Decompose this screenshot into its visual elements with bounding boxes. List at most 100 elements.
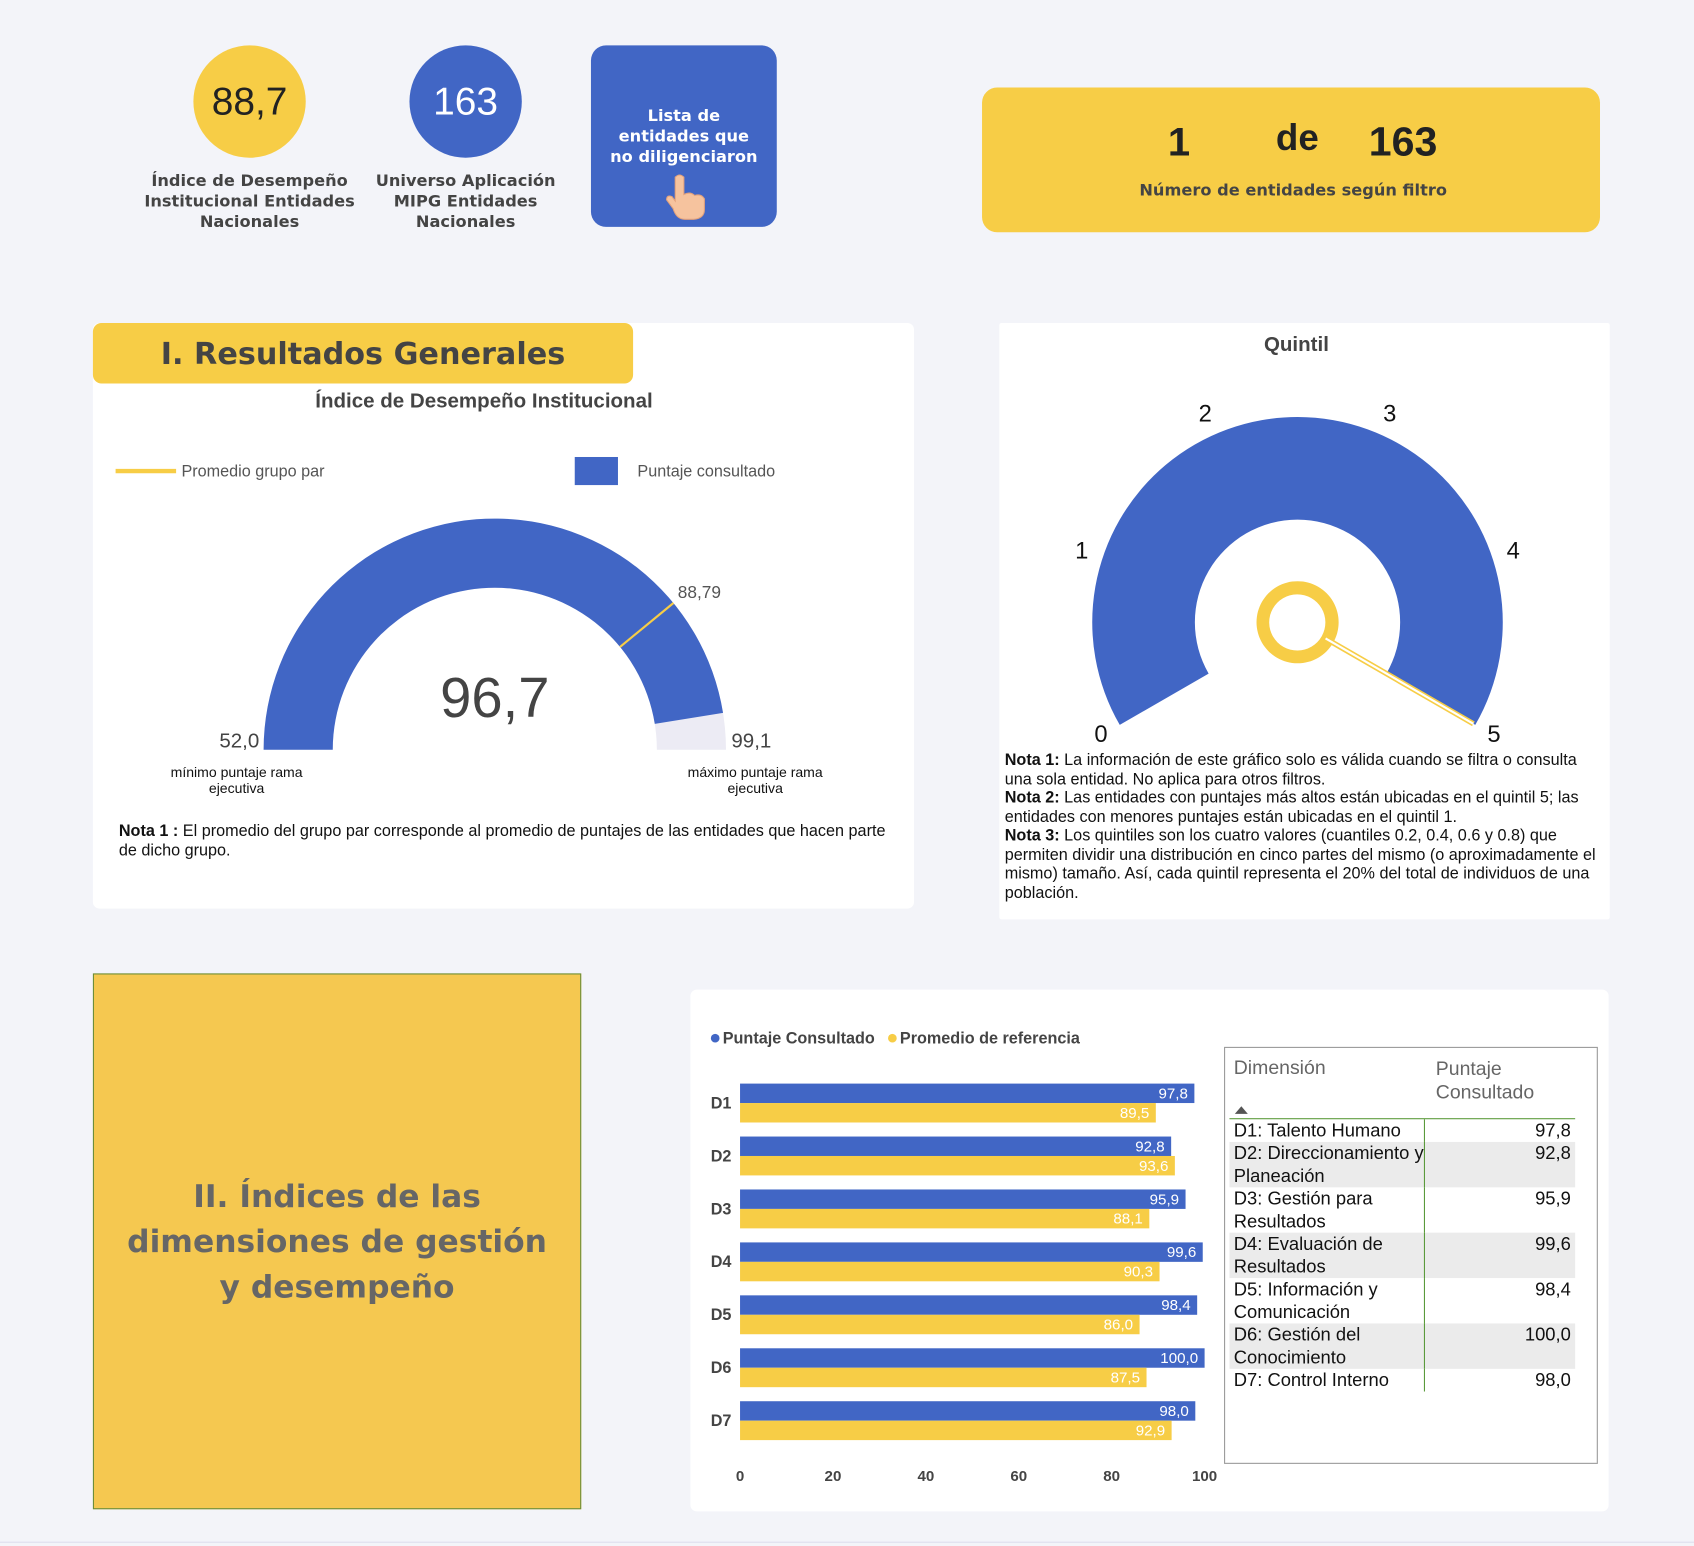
button-label: Lista de entidades que no diligenciaron	[610, 105, 758, 167]
legend-label: Puntaje consultado	[637, 462, 775, 480]
kpi-label: Índice de Desempeño Institucional Entida…	[144, 170, 355, 232]
x-tick-label: 40	[917, 1468, 934, 1485]
quintil-notes: Nota 1: La información de este gráfico s…	[1005, 751, 1606, 902]
bar	[740, 1083, 1195, 1104]
bar-value-label: 92,9	[1136, 1422, 1165, 1439]
bar	[740, 1348, 1205, 1368]
bar	[740, 1136, 1172, 1156]
kpi-circle: 163	[409, 45, 522, 158]
table-cell: D1: Talento Humano	[1229, 1119, 1425, 1142]
bar	[740, 1208, 1150, 1229]
kpi-value: 88,7	[211, 78, 288, 124]
bar	[740, 1367, 1147, 1388]
y-tick-label: D6	[711, 1359, 732, 1377]
bar-value-label: 98,0	[1159, 1403, 1188, 1420]
y-tick-label: D2	[711, 1147, 732, 1165]
legend-dot	[710, 1033, 720, 1043]
note-text: El promedio del grupo par corresponde al…	[118, 822, 886, 860]
y-tick-label: D3	[711, 1200, 732, 1218]
x-tick-label: 100	[1192, 1468, 1217, 1485]
quintil-tick-label: 4	[1507, 537, 1520, 564]
table-body: D1: Talento Humano 97,8 D2: Direccionamien…	[1229, 1118, 1576, 1392]
bar	[740, 1261, 1160, 1282]
table-cell: 98,4	[1535, 1279, 1571, 1300]
section-title: I. Resultados Generales	[92, 323, 634, 384]
gauge-max-label: 99,1	[731, 730, 771, 753]
y-tick-label: D4	[711, 1253, 732, 1271]
quintil-tick-label: 2	[1199, 400, 1212, 427]
bar-value-label: 93,6	[1139, 1158, 1168, 1175]
max-caption: máximo puntaje rama ejecutiva	[687, 763, 823, 797]
x-tick-label: 80	[1103, 1468, 1120, 1485]
quintil-tick-label: 5	[1487, 721, 1500, 748]
counter-label: Número de entidades según filtro	[1139, 180, 1447, 200]
kpi-circle: 88,7	[193, 45, 306, 158]
note-label: Nota 1 :	[118, 822, 179, 841]
note: Nota 2: Las entidades con puntajes más a…	[1005, 789, 1606, 827]
bar-value-label: 88,1	[1113, 1211, 1142, 1228]
bar-value-label: 86,0	[1104, 1317, 1133, 1334]
quintil-tick-label: 0	[1094, 721, 1107, 748]
note: Nota 3: Los quintiles son los cuatro val…	[1005, 826, 1606, 902]
counter-separator: de	[1275, 117, 1319, 159]
section-title: II. Índices de las dimensiones de gestió…	[127, 1177, 547, 1306]
table-row: D3: Gestión para Resultados 95,9	[1229, 1187, 1575, 1233]
table-cell: 99,6	[1535, 1233, 1571, 1255]
bar-value-label: 87,5	[1111, 1370, 1140, 1387]
note-label: Nota 1:	[1004, 750, 1060, 770]
results-card	[92, 323, 914, 909]
table-row: D7: Control Interno 98,0	[1229, 1368, 1575, 1392]
bar-value-label: 99,6	[1167, 1244, 1196, 1261]
gauge-title: Índice de Desempeño Institucional	[315, 389, 652, 412]
bar-value-label: 90,3	[1124, 1264, 1153, 1281]
needle-core	[1325, 637, 1474, 725]
table-cell: 98,0	[1535, 1369, 1571, 1391]
table-cell: D4: Evaluación de Resultados	[1229, 1232, 1425, 1279]
list-button[interactable]: Lista de entidades que no diligenciaron	[590, 45, 777, 227]
sort-arrow[interactable]	[1234, 1106, 1248, 1114]
quintil-title: Quintil	[1264, 333, 1329, 356]
needle-hub	[1256, 581, 1339, 664]
legend-label: Promedio de referencia	[900, 1030, 1081, 1048]
table-cell: D7: Control Interno	[1229, 1368, 1425, 1392]
x-tick-label: 0	[736, 1468, 744, 1485]
bar	[740, 1420, 1172, 1441]
gauge-min-label: 52,0	[219, 730, 259, 753]
counter-total: 163	[1368, 119, 1438, 166]
legend-swatch	[574, 456, 618, 486]
table-cell: 92,8	[1535, 1143, 1571, 1164]
table-cell: D2: Direccionamiento y Planeación	[1229, 1141, 1425, 1188]
legend-label: Puntaje Consultado	[723, 1030, 875, 1048]
table-row: D2: Direccionamiento y Planeación 92,8	[1229, 1141, 1576, 1188]
legend-label: Promedio grupo par	[181, 462, 325, 480]
note-text: Las entidades con puntajes más altos est…	[1004, 788, 1579, 826]
y-tick-label: D1	[711, 1094, 732, 1112]
table-row: D1: Talento Humano 97,8	[1229, 1119, 1575, 1142]
y-tick-label: D7	[711, 1412, 732, 1430]
note-text: La información de este gráfico solo es v…	[1004, 750, 1577, 789]
gauge-value-label: 96,7	[440, 666, 549, 729]
bar	[740, 1242, 1203, 1262]
bar-value-label: 89,5	[1120, 1105, 1149, 1122]
x-tick-label: 20	[825, 1468, 842, 1485]
bar-value-label: 95,9	[1150, 1191, 1179, 1208]
table-cell: D6: Gestión del Conocimiento	[1229, 1323, 1425, 1369]
reference-line	[619, 602, 675, 648]
min-caption: mínimo puntaje rama ejecutiva	[170, 763, 303, 797]
counter-card: 1 de 163 Número de entidades según filtr…	[982, 87, 1601, 233]
quintil-tick-label: 3	[1383, 400, 1396, 427]
table-cell: 97,8	[1535, 1120, 1571, 1141]
kpi-value: 163	[433, 78, 499, 124]
bar	[740, 1103, 1156, 1123]
counter-current: 1	[1167, 119, 1191, 165]
bar-value-label: 100,0	[1160, 1350, 1198, 1367]
hand-icon	[666, 174, 705, 220]
bar-value-label: 97,8	[1158, 1085, 1187, 1102]
table-cell: D5: Información y Comunicación	[1229, 1278, 1425, 1324]
bar	[740, 1401, 1196, 1421]
section2-box: II. Índices de las dimensiones de gestió…	[92, 973, 582, 1510]
x-tick-label: 60	[1010, 1468, 1027, 1485]
